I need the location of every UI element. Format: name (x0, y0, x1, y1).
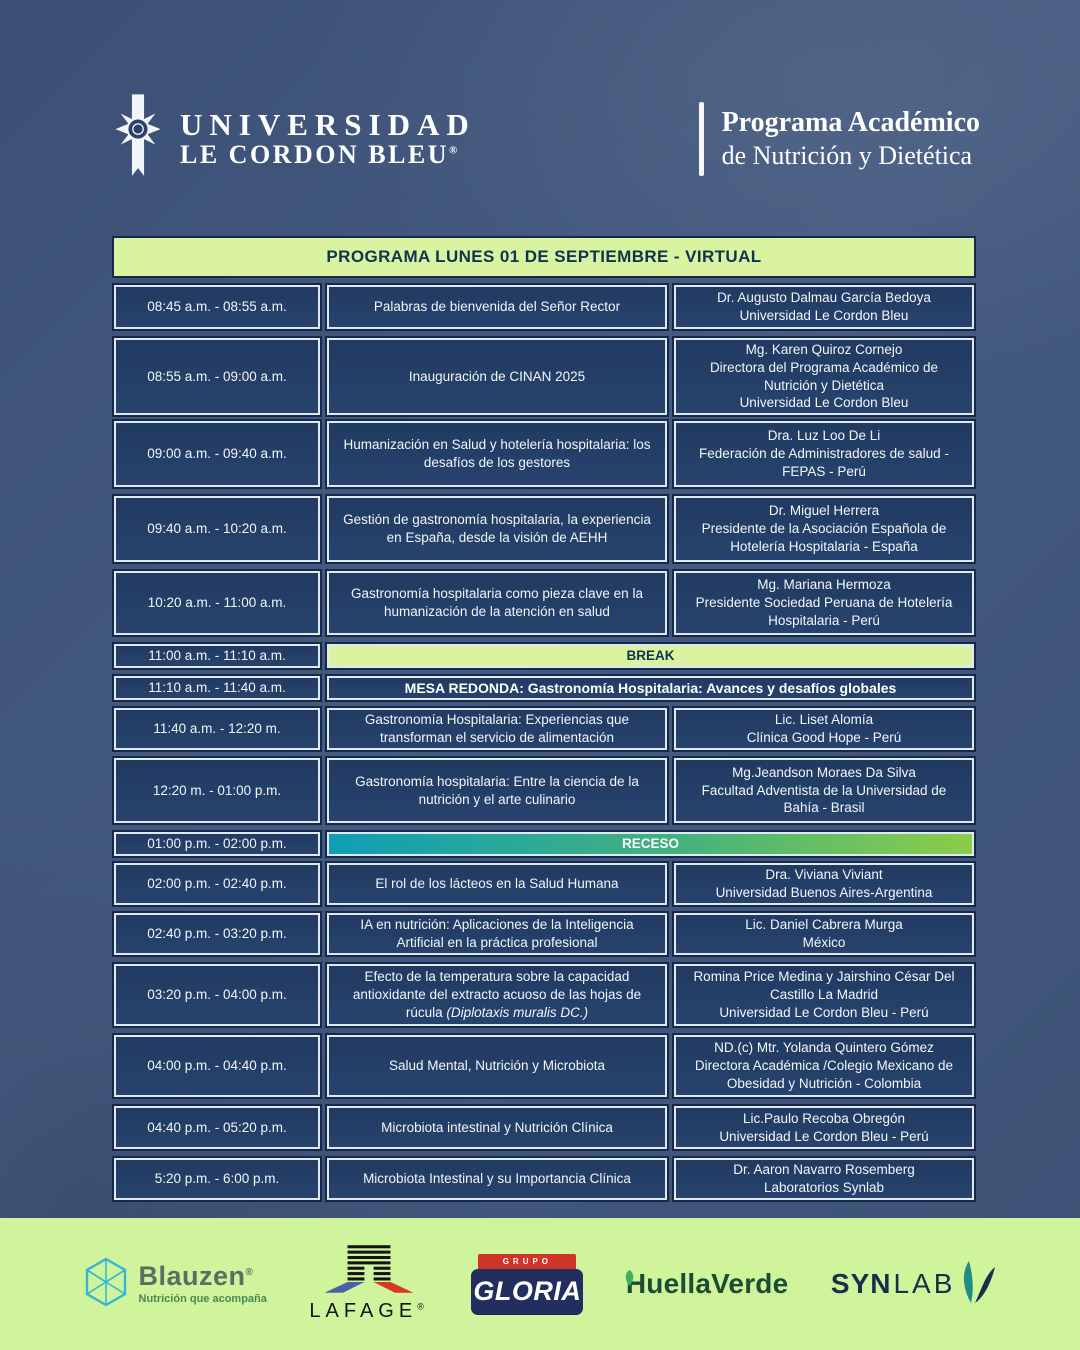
break-banner: BREAK (327, 644, 974, 668)
speaker-cell: Dra. Viviana Viviant Universidad Buenos … (674, 863, 974, 905)
time-cell: 08:45 a.m. - 08:55 a.m. (114, 285, 320, 329)
gloria-name: GLORIA (471, 1269, 584, 1314)
topic-cell: Gastronomía hospitalaria como pieza clav… (327, 571, 667, 635)
species-name-italic: (Diplotaxis muralis DC.) (446, 1004, 589, 1020)
topic-cell: Palabras de bienvenida del Señor Rector (327, 285, 667, 329)
speaker-cell: Dr. Augusto Dalmau García Bedoya Univers… (674, 285, 974, 329)
time-cell: 02:00 p.m. - 02:40 p.m. (114, 863, 320, 905)
synlab-logo: SYN LAB (831, 1259, 998, 1310)
leaf-icon (623, 1261, 636, 1293)
table-row: 02:40 p.m. - 03:20 p.m. IA en nutrición:… (114, 913, 974, 955)
topic-cell: El rol de los lácteos en la Salud Humana (327, 863, 667, 905)
speaker-cell: Dra. Luz Loo De Li Federación de Adminis… (674, 421, 974, 487)
lafage-arch-icon (323, 1245, 415, 1298)
table-row-break: 11:00 a.m. - 11:10 a.m. BREAK (114, 644, 974, 668)
speaker-cell: Dr. Miguel Herrera Presidente de la Asoc… (674, 496, 974, 562)
registered-mark: ® (417, 1301, 429, 1312)
time-cell: 02:40 p.m. - 03:20 p.m. (114, 913, 320, 955)
sponsors-footer: Blauzen® Nutrición que acompaña (0, 1218, 1080, 1350)
topic-cell: Gastronomía hospitalaria: Entre la cienc… (327, 758, 667, 823)
program-title-block: Programa Académico de Nutrición y Dietét… (698, 101, 980, 176)
blauzen-hexagon-icon (83, 1257, 129, 1312)
blauzen-logo: Blauzen® Nutrición que acompaña (83, 1257, 267, 1312)
time-cell: 08:55 a.m. - 09:00 a.m. (114, 338, 320, 416)
speaker-cell: Mg.Jeandson Moraes Da Silva Facultad Adv… (674, 758, 974, 823)
table-row: 04:40 p.m. - 05:20 p.m. Microbiota intes… (114, 1106, 974, 1149)
university-line1: UNIVERSIDAD (180, 106, 476, 142)
speaker-cell: ND.(c) Mtr. Yolanda Quintero Gómez Direc… (674, 1035, 974, 1097)
table-row: 02:00 p.m. - 02:40 p.m. El rol de los lá… (114, 863, 974, 905)
time-cell: 11:10 a.m. - 11:40 a.m. (114, 676, 320, 701)
time-cell: 04:00 p.m. - 04:40 p.m. (114, 1035, 320, 1097)
topic-cell: Salud Mental, Nutrición y Microbiota (327, 1035, 667, 1097)
registered-mark: ® (245, 1267, 254, 1278)
university-brand: UNIVERSIDAD LE CORDON BLEU® (112, 92, 476, 185)
topic-cell: IA en nutrición: Aplicaciones de la Inte… (327, 913, 667, 955)
topic-cell: Humanización en Salud y hotelería hospit… (327, 421, 667, 487)
topic-cell: Gestión de gastronomía hospitalaria, la … (327, 496, 667, 562)
speaker-cell: Lic. Daniel Cabrera Murga México (674, 913, 974, 955)
table-row: 11:40 a.m. - 12:20 m. Gastronomía Hospit… (114, 708, 974, 750)
speaker-cell: Mg. Karen Quiroz Cornejo Directora del P… (674, 338, 974, 416)
table-row-recess: 01:00 p.m. - 02:00 p.m. RECESO (114, 832, 974, 856)
schedule-table: PROGRAMA LUNES 01 DE SEPTIEMBRE - VIRTUA… (114, 238, 974, 1200)
university-line2: LE CORDON BLEU® (180, 140, 460, 170)
topic-cell: Inauguración de CINAN 2025 (327, 338, 667, 416)
table-row: 09:00 a.m. - 09:40 a.m. Humanización en … (114, 421, 974, 487)
gloria-group-bar: GRUPO (478, 1254, 577, 1269)
time-cell: 04:40 p.m. - 05:20 p.m. (114, 1106, 320, 1149)
program-title: Programa Académico de Nutrición y Dietét… (722, 105, 980, 173)
schedule-title: PROGRAMA LUNES 01 DE SEPTIEMBRE - VIRTUA… (114, 238, 974, 276)
vertical-divider (698, 101, 704, 176)
registered-mark: ® (449, 144, 460, 157)
topic-cell: Microbiota intestinal y Nutrición Clínic… (327, 1106, 667, 1149)
table-row: 08:45 a.m. - 08:55 a.m. Palabras de bien… (114, 285, 974, 329)
huellaverde-logo: HuellaVerde (625, 1268, 789, 1300)
header: UNIVERSIDAD LE CORDON BLEU® Programa Aca… (112, 92, 980, 185)
table-row: 03:20 p.m. - 04:00 p.m. Efecto de la tem… (114, 964, 974, 1026)
blauzen-tagline: Nutrición que acompaña (138, 1293, 267, 1305)
blauzen-name: Blauzen® (138, 1261, 254, 1291)
huellaverde-name: HuellaVerde (625, 1268, 789, 1299)
table-row: 04:00 p.m. - 04:40 p.m. Salud Mental, Nu… (114, 1035, 974, 1097)
program-title-line2: de Nutrición y Dietética (721, 140, 973, 170)
table-row: 09:40 a.m. - 10:20 a.m. Gestión de gastr… (114, 496, 974, 562)
speaker-cell: Mg. Mariana Hermoza Presidente Sociedad … (674, 571, 974, 635)
program-title-line1: Programa Académico (721, 106, 980, 138)
table-row: 10:20 a.m. - 11:00 a.m. Gastronomía hosp… (114, 571, 974, 635)
synlab-leaves-icon (957, 1259, 997, 1310)
table-row-panel: 11:10 a.m. - 11:40 a.m. MESA REDONDA: Ga… (114, 676, 974, 701)
time-cell: 12:20 m. - 01:00 p.m. (114, 758, 320, 823)
time-cell: 03:20 p.m. - 04:00 p.m. (114, 964, 320, 1026)
recess-banner: RECESO (327, 832, 974, 856)
lafage-name: LAFAGE® (309, 1300, 429, 1322)
time-cell: 09:40 a.m. - 10:20 a.m. (114, 496, 320, 562)
speaker-cell: Lic. Liset Alomía Clínica Good Hope - Pe… (674, 708, 974, 750)
table-row: 08:55 a.m. - 09:00 a.m. Inauguración de … (114, 338, 974, 416)
speaker-cell: Dr. Aaron Navarro Rosemberg Laboratorios… (674, 1158, 974, 1200)
time-cell: 09:00 a.m. - 09:40 a.m. (114, 421, 320, 487)
time-cell: 10:20 a.m. - 11:00 a.m. (114, 571, 320, 635)
synlab-name-light: LAB (893, 1268, 956, 1299)
table-row: 5:20 p.m. - 6:00 p.m. Microbiota Intesti… (114, 1158, 974, 1200)
topic-cell: Gastronomía Hospitalaria: Experiencias q… (327, 708, 667, 750)
table-row: 12:20 m. - 01:00 p.m. Gastronomía hospit… (114, 758, 974, 823)
speaker-cell: Lic.Paulo Recoba Obregón Universidad Le … (674, 1106, 974, 1149)
time-cell: 11:40 a.m. - 12:20 m. (114, 708, 320, 750)
le-cordon-bleu-emblem-icon (112, 92, 164, 185)
time-cell: 11:00 a.m. - 11:10 a.m. (114, 644, 320, 668)
time-cell: 01:00 p.m. - 02:00 p.m. (114, 832, 320, 856)
synlab-name-bold: SYN (830, 1268, 892, 1299)
time-cell: 5:20 p.m. - 6:00 p.m. (114, 1158, 320, 1200)
topic-cell: Microbiota Intestinal y su Importancia C… (327, 1158, 667, 1200)
panel-banner: MESA REDONDA: Gastronomía Hospitalaria: … (327, 676, 974, 701)
university-name: UNIVERSIDAD LE CORDON BLEU® (180, 106, 476, 170)
grupo-gloria-logo: GRUPO GLORIA (471, 1254, 584, 1314)
lafage-logo: LAFAGE® (309, 1245, 428, 1323)
speaker-cell: Romina Price Medina y Jairshino César De… (674, 964, 974, 1026)
topic-cell: Efecto de la temperatura sobre la capaci… (327, 964, 667, 1026)
